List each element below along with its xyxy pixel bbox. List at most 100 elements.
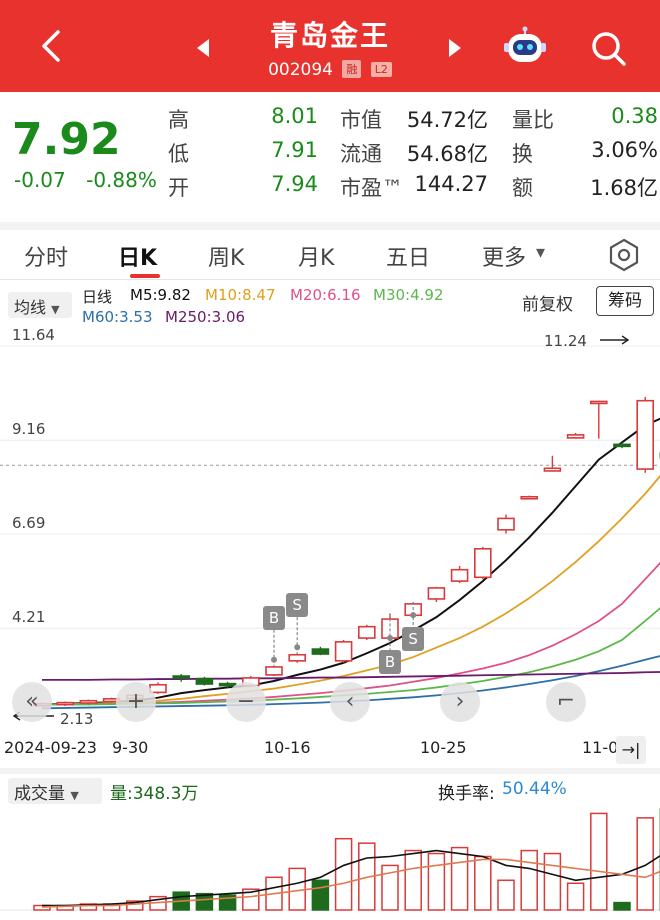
scroll-right-icon[interactable]: › [440,682,480,722]
previous-stock-icon[interactable] [196,38,210,58]
quote-label: 高 [168,108,189,132]
date-axis: 2024-09-23 9-30 10-16 10-25 11-0 →| [0,732,660,766]
tab-0[interactable]: 分时 [24,246,69,271]
candle-body [520,495,539,500]
max-price-label: 11.24 [544,332,587,350]
quote-value: 8.01 [271,104,318,128]
volume-bar [334,837,353,911]
volume-bar [195,892,214,911]
trade-mark-b[interactable]: B [379,649,401,674]
date-label: 2024-09-23 [4,738,97,757]
volume-bar [427,852,446,911]
zoom-minus-icon[interactable]: − [226,682,266,722]
volume-bar [497,879,515,911]
ma-legend: 均线 ▼ 日线 M5:9.82 M10:8.47 M20:6.16 M30:4.92 M… [0,282,660,330]
scroll-left-icon[interactable]: ‹ [330,682,370,722]
ma-line-m250 [42,671,660,681]
volume-bar [543,852,562,911]
trade-mark-dot [294,644,301,651]
volume-svg [0,808,660,911]
next-stock-icon[interactable] [448,38,462,58]
volume-chart[interactable] [0,806,660,918]
y-axis-label: 9.16 [12,420,46,439]
tab-3[interactable]: 月K [298,246,335,271]
quote-label: 额 [512,176,533,200]
ma-label-3: M30:4.92 [373,286,444,304]
volume-bar [590,812,608,911]
candle-body [56,701,75,706]
tab-4[interactable]: 五日 [386,246,431,271]
search-icon[interactable] [588,28,628,68]
trade-mark-dot [387,634,393,641]
quote-value: 7.91 [271,138,318,162]
stock-code-row: 002094 融 L2 [0,60,660,80]
zoom-in-icon[interactable]: + [116,682,156,722]
ma-label-1: M10:8.47 [205,286,276,304]
stock-name: 青岛金王 [269,19,390,52]
fullscreen-icon[interactable]: ⌐ [546,682,586,722]
date-label: 11-0 [582,738,619,757]
tab-5[interactable]: 更多 [482,246,527,271]
ma-type-select[interactable]: 均线 ▼ [8,292,72,318]
volume-bar [566,882,585,911]
candle-body [172,675,190,679]
dropdown-triangle-icon: ▼ [70,789,79,802]
trade-mark-s[interactable]: S [402,627,425,652]
candle-body [473,548,492,579]
zoom-out-icon[interactable]: « [12,682,52,722]
robot-assistant-icon[interactable] [503,26,547,66]
trade-mark-b[interactable]: B [263,605,285,630]
ma-label-5: M250:3.06 [165,308,246,326]
ma-label-2: M20:6.16 [290,286,361,304]
kline-svg [0,335,660,721]
volume-legend: 成交量 ▼ 量:348.3万 换手率: 50.44% [0,774,660,804]
candle-body [265,666,283,676]
quote-label: 低 [168,142,189,166]
settings-icon[interactable] [607,238,641,272]
expand-right-icon[interactable]: →| [616,736,646,764]
volume-bar [474,855,492,911]
volume-bar [404,849,422,911]
date-label: 10-16 [264,738,311,757]
quote-value: 144.27 [414,172,488,196]
adjust-mode-button[interactable]: 前复权 [522,295,573,315]
period-tabs: 分时 日K 周K 月K 五日 更多 ▾ [0,230,660,280]
tab-1[interactable]: 日K [118,246,158,271]
turnover-label: 换手率: [438,784,495,804]
change-percent: -0.88% [86,168,157,192]
indicator-select[interactable]: 成交量 ▼ [8,778,102,804]
volume-m10-line [41,858,660,908]
volume-bar [311,879,330,911]
candle-body [450,568,469,582]
quote-label: 流通 [340,142,382,166]
ma-line-m10 [41,474,660,706]
candle-body [288,653,307,662]
ma-type-label: 均线 [14,298,47,317]
quote-label: 量比 [512,108,554,132]
active-tab-underline [130,274,160,278]
quote-value: 0.38 [611,104,658,128]
period-label: 日线 [82,288,113,306]
volume-bar [242,888,260,911]
header-bar: 青岛金王 002094 融 L2 [0,0,660,92]
dropdown-triangle-icon: ▼ [51,303,60,316]
volume-bar [381,864,399,911]
volume-bar [126,900,144,911]
quote-value: 3.06% [591,138,658,162]
volume-bar [613,901,631,911]
stock-code: 002094 [268,60,333,80]
tab-2[interactable]: 周K [208,246,245,271]
change-amount: -0.07 [14,168,66,192]
volume-bar [520,849,538,911]
date-label: 10-25 [420,738,467,757]
back-arrow-icon[interactable] [34,26,68,66]
candle-body [195,677,214,685]
trade-mark-dot [410,612,417,619]
trade-mark-s[interactable]: S [286,593,309,618]
candle-body [427,587,446,600]
quote-value: 1.68亿 [590,176,658,200]
chips-button[interactable]: 筹码 [596,286,654,316]
quote-label: 换 [512,142,533,166]
max-arrow-head [621,335,630,345]
